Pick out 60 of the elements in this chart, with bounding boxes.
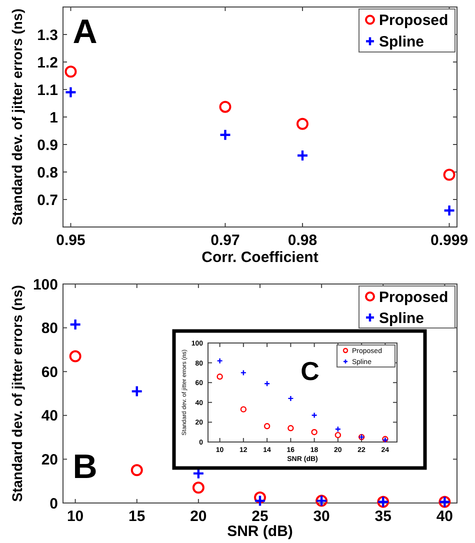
- annotation: A: [72, 13, 98, 51]
- y-tick-label: 1.2: [37, 54, 58, 72]
- y-tick-label: 0.8: [37, 164, 58, 182]
- y-tick-label: 0: [50, 495, 58, 512]
- point: [69, 318, 82, 331]
- point: [264, 380, 270, 387]
- annotation: B: [72, 448, 98, 486]
- point: [254, 492, 266, 504]
- point: [296, 149, 309, 162]
- point: [240, 406, 247, 412]
- point: [443, 168, 456, 181]
- point: [219, 128, 232, 141]
- point: [288, 395, 294, 402]
- x-axis-title: SNR (dB): [227, 523, 293, 540]
- point: [64, 66, 77, 78]
- x-tick-label: 0.95: [56, 232, 86, 249]
- y-tick-label: 100: [32, 276, 58, 294]
- x-tick-label: 10: [66, 508, 84, 525]
- point: [443, 204, 456, 217]
- point: [216, 374, 223, 380]
- y-tick-label: 0.7: [37, 192, 58, 209]
- point: [130, 464, 143, 476]
- x-tick-label: 35: [374, 508, 392, 525]
- y-tick-label: 80: [41, 320, 58, 338]
- legend-label: Proposed: [379, 288, 448, 306]
- point: [216, 358, 223, 364]
- point: [264, 423, 270, 430]
- y-axis-title: Standard dev. of jitter errors (ns): [9, 8, 25, 226]
- y-tick-label: 40: [41, 408, 58, 425]
- point: [240, 370, 247, 376]
- legend-label: Spline: [379, 310, 424, 327]
- point: [130, 385, 143, 398]
- annotation: C: [300, 356, 320, 386]
- point: [334, 426, 342, 432]
- point: [254, 494, 266, 507]
- point: [219, 100, 232, 113]
- point: [311, 429, 318, 436]
- y-tick-label: 60: [41, 364, 58, 381]
- point: [69, 350, 82, 362]
- x-tick-label: 0.999: [430, 232, 468, 249]
- point: [334, 432, 342, 438]
- point: [192, 482, 204, 494]
- y-axis-title: Standard dev. of jitter errors (ns): [9, 285, 25, 502]
- x-tick-label: 30: [313, 508, 330, 525]
- point: [296, 118, 308, 130]
- point: [311, 412, 318, 418]
- y-tick-label: 0.9: [37, 136, 58, 154]
- y-tick-label: 1.1: [37, 82, 58, 99]
- x-tick-label: 15: [128, 508, 146, 525]
- point: [288, 425, 294, 432]
- y-tick-label: 1.3: [37, 26, 58, 44]
- legend-label: Spline: [379, 34, 424, 50]
- y-tick-label: 1: [50, 109, 58, 126]
- x-tick-label: 25: [252, 508, 268, 525]
- x-axis-title: Corr. Coefficient: [202, 249, 318, 266]
- x-tick-label: 0.97: [210, 232, 240, 249]
- point: [64, 86, 77, 98]
- x-tick-label: 0.98: [288, 232, 318, 249]
- x-tick-label: 40: [436, 508, 454, 525]
- legend-label: Proposed: [379, 12, 448, 29]
